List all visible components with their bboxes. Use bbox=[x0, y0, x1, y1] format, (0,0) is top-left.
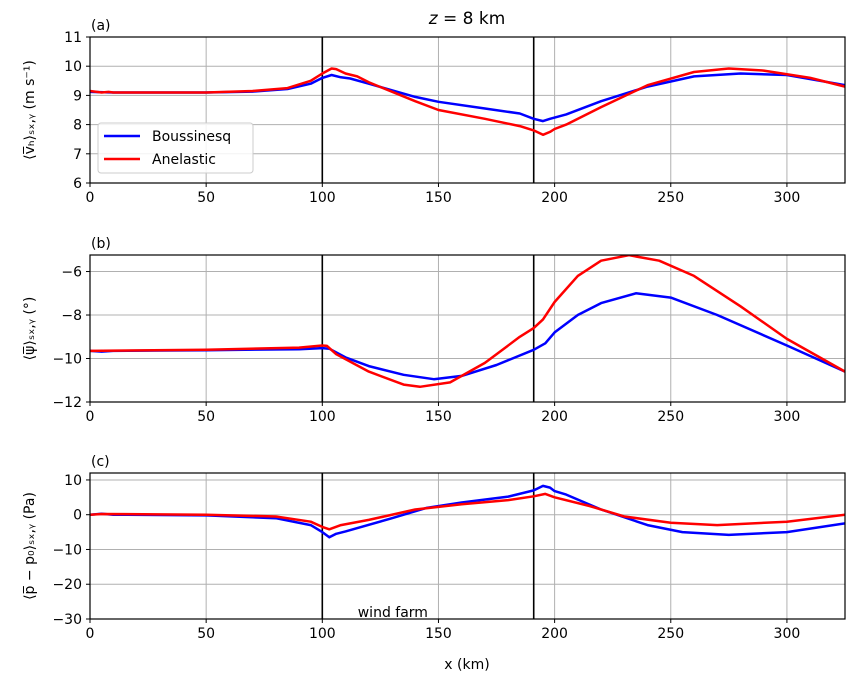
x-tick-label: 150 bbox=[425, 626, 452, 642]
x-tick-label: 250 bbox=[657, 409, 684, 425]
x-tick-label: 200 bbox=[541, 190, 568, 206]
y-tick-label: −6 bbox=[61, 265, 82, 281]
axes-frame bbox=[89, 472, 846, 620]
series-line-anelastic bbox=[90, 492, 845, 531]
x-tick-label: 200 bbox=[541, 409, 568, 425]
x-axis-label: x (km) bbox=[444, 657, 489, 673]
x-tick-label: 50 bbox=[197, 190, 215, 206]
x-tick-label: 200 bbox=[541, 626, 568, 642]
y-tick-label: 9 bbox=[73, 88, 82, 104]
axes-frame bbox=[89, 254, 846, 403]
x-tick-label: 0 bbox=[86, 190, 95, 206]
series-line-anelastic bbox=[90, 255, 845, 389]
panel-label: (c) bbox=[91, 454, 110, 470]
y-tick-label: 0 bbox=[73, 508, 82, 524]
series-line-boussinesq bbox=[90, 292, 845, 381]
axes-frame bbox=[89, 36, 846, 184]
y-tick-label: −10 bbox=[52, 542, 82, 558]
panel-b: 0 50 100 150 200 250 300 −12 −10 −8 −6 (b) ⟨ψ̅⟩ₛₓ,ᵧ … bbox=[22, 236, 846, 425]
x-tick-label: 150 bbox=[425, 409, 452, 425]
panel-a: 0 50 100 150 200 250 300 6 7 8 9 10 11 (a) ⟨v̅ₕ⟩ₛₓ,ᵧ (… bbox=[22, 18, 846, 206]
y-axis-label: ⟨ψ̅⟩ₛₓ,ᵧ (°) bbox=[22, 297, 38, 361]
y-tick-label: −20 bbox=[52, 577, 82, 593]
chart-title-variable: z bbox=[428, 9, 439, 29]
legend: Boussinesq Anelastic bbox=[97, 122, 254, 174]
legend-label: Boussinesq bbox=[152, 129, 231, 145]
x-tick-label: 250 bbox=[657, 626, 684, 642]
legend-label: Anelastic bbox=[152, 152, 216, 168]
series-line-boussinesq bbox=[90, 484, 845, 539]
y-axis-label: ⟨v̅ₕ⟩ₛₓ,ᵧ (m s⁻¹) bbox=[22, 60, 38, 160]
panel-label: (b) bbox=[91, 236, 111, 252]
x-tick-label: 300 bbox=[774, 190, 801, 206]
y-tick-label: 10 bbox=[64, 473, 82, 489]
y-tick-label: 10 bbox=[64, 59, 82, 75]
x-tick-label: 100 bbox=[309, 626, 336, 642]
y-tick-label: 6 bbox=[73, 176, 82, 192]
x-tick-label: 100 bbox=[309, 190, 336, 206]
y-tick-label: −12 bbox=[52, 395, 82, 411]
panel-c: 0 50 100 150 200 250 300 −30 −20 −10 0 10 (c) ⟨p̅ − p… bbox=[22, 454, 846, 642]
y-tick-label: −8 bbox=[61, 308, 82, 324]
x-tick-label: 100 bbox=[309, 409, 336, 425]
x-tick-label: 250 bbox=[657, 190, 684, 206]
x-tick-label: 0 bbox=[86, 409, 95, 425]
chart-title: z = 8 km bbox=[428, 9, 506, 29]
x-tick-label: 0 bbox=[86, 626, 95, 642]
series-line-boussinesq bbox=[90, 72, 845, 123]
y-axis-label: ⟨p̅ − p₀⟩ₛₓ,ᵧ (Pa) bbox=[22, 492, 38, 600]
series-line-anelastic bbox=[90, 67, 845, 137]
y-tick-label: −10 bbox=[52, 352, 82, 368]
x-tick-label: 50 bbox=[197, 409, 215, 425]
x-tick-label: 300 bbox=[774, 409, 801, 425]
y-tick-label: −30 bbox=[52, 612, 82, 628]
x-tick-label: 50 bbox=[197, 626, 215, 642]
x-tick-label: 150 bbox=[425, 190, 452, 206]
y-tick-label: 11 bbox=[64, 30, 82, 46]
wind-farm-annotation: wind farm bbox=[358, 605, 428, 621]
panel-label: (a) bbox=[91, 18, 111, 34]
y-tick-label: 7 bbox=[73, 147, 82, 163]
x-tick-label: 300 bbox=[774, 626, 801, 642]
y-tick-label: 8 bbox=[73, 118, 82, 134]
chart-title-text: = 8 km bbox=[438, 9, 506, 29]
